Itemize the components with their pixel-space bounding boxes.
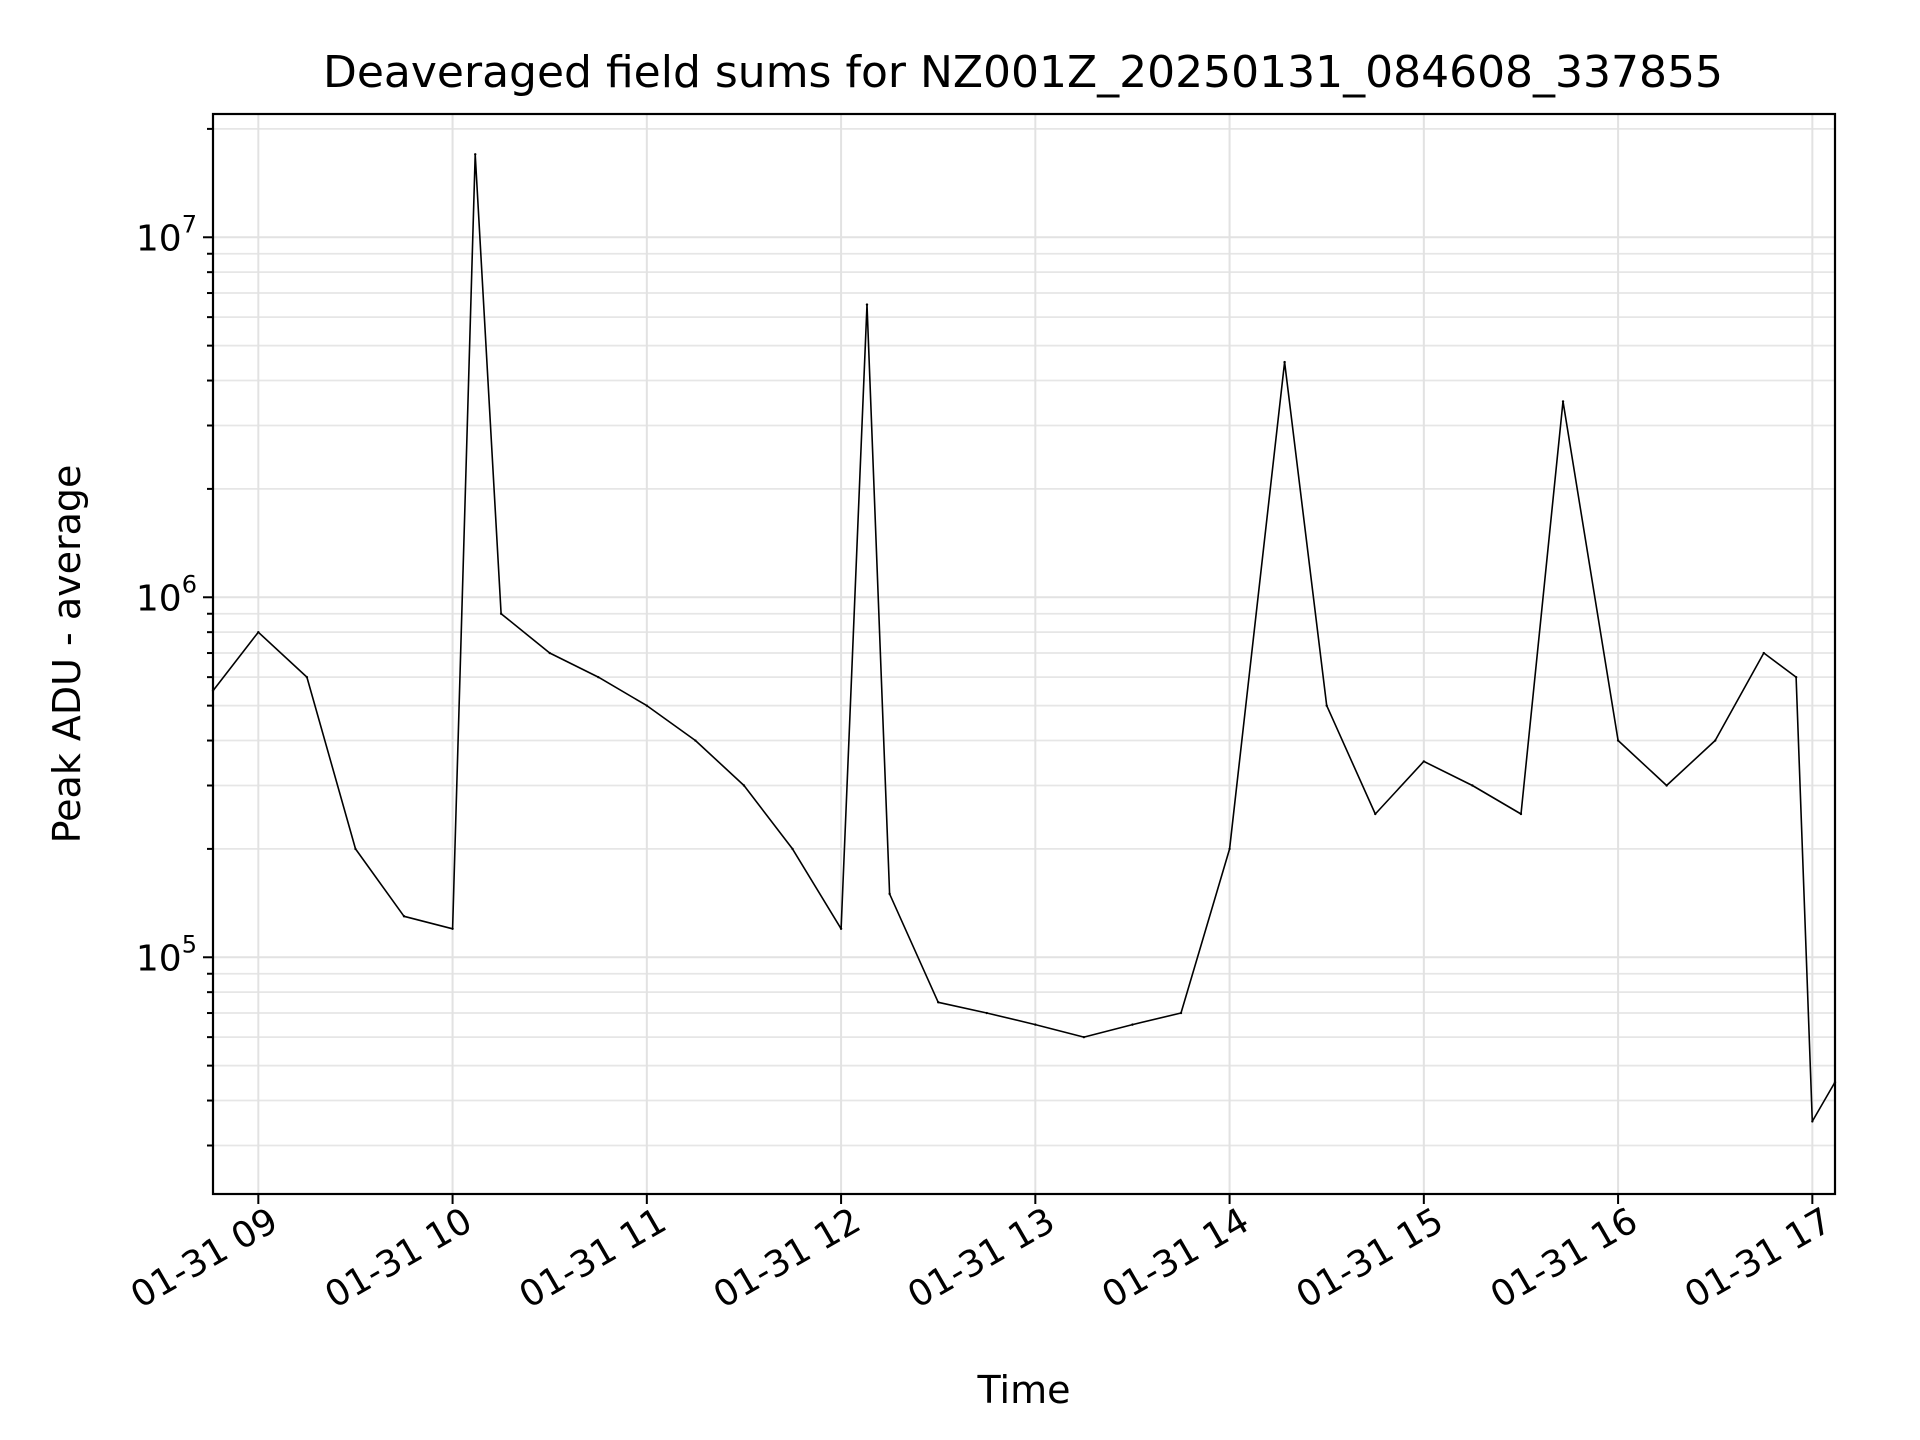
y-tick-label: 107 [136, 210, 197, 259]
data-point [402, 915, 406, 918]
data-point [1665, 784, 1668, 787]
x-tick-label: 01-31 09 [124, 1200, 285, 1316]
data-point [1519, 812, 1523, 816]
y-tick-exponent: 7 [182, 210, 197, 238]
data-point [451, 927, 454, 930]
data-point [597, 675, 600, 679]
data-point [1811, 1120, 1814, 1123]
x-tick-label: 01-31 13 [901, 1200, 1062, 1316]
x-tick-label: 01-31 16 [1484, 1200, 1645, 1316]
data-point [474, 153, 477, 156]
data-point [1374, 812, 1377, 816]
data-point [1179, 1011, 1183, 1015]
y-tick-exponent: 5 [182, 930, 197, 958]
y-axis-label: Peak ADU - average [45, 465, 89, 844]
data-point [1325, 704, 1328, 707]
grid [213, 114, 1835, 1194]
x-tick-label: 01-31 14 [1095, 1200, 1256, 1316]
x-tick-label: 01-31 11 [513, 1200, 674, 1316]
y-tick-exponent: 6 [182, 570, 197, 598]
data-point [791, 847, 794, 851]
y-tick-label: 105 [136, 930, 197, 979]
x-axis-label: Time [977, 1368, 1071, 1412]
data-point [1283, 360, 1286, 364]
data-point [1714, 739, 1717, 742]
data-point [742, 784, 746, 787]
data-point [1422, 760, 1426, 763]
plot-area [211, 153, 1837, 1123]
x-tick-label: 01-31 17 [1678, 1200, 1839, 1316]
data-point [1034, 1023, 1037, 1026]
plot-frame [211, 112, 1837, 1196]
data-point [1762, 651, 1765, 655]
data-point [1561, 400, 1565, 403]
data-point [548, 651, 551, 655]
x-tick-label: 01-31 15 [1290, 1200, 1451, 1316]
data-point [937, 1001, 940, 1004]
data-point [499, 612, 503, 615]
data-point [1794, 675, 1798, 679]
data-point [1228, 847, 1231, 851]
data-point [1082, 1035, 1086, 1039]
data-point [645, 704, 649, 707]
data-point [1616, 739, 1620, 742]
x-tick-label: 01-31 12 [707, 1200, 868, 1316]
y-tick-base: 10 [136, 938, 182, 979]
data-point [888, 892, 891, 896]
data-point [865, 303, 869, 306]
data-point [985, 1011, 988, 1015]
y-tick-base: 10 [136, 578, 182, 619]
y-tick-base: 10 [136, 218, 182, 259]
series-line [212, 153, 1836, 1123]
data-point [1131, 1023, 1134, 1026]
y-tick-label: 106 [136, 570, 197, 619]
x-tick-label: 01-31 10 [318, 1200, 479, 1316]
chart-title: Deaveraged field sums for NZ001Z_2025013… [323, 47, 1723, 98]
data-point [694, 739, 697, 742]
data-point [354, 847, 357, 851]
data-point [257, 630, 260, 634]
data-point [1471, 784, 1474, 787]
data-point [305, 675, 309, 679]
data-point [839, 927, 843, 930]
x-axis: 01-31 09 01-31 10 01-31 11 01-31 12 01-31 13… [124, 1194, 1839, 1317]
